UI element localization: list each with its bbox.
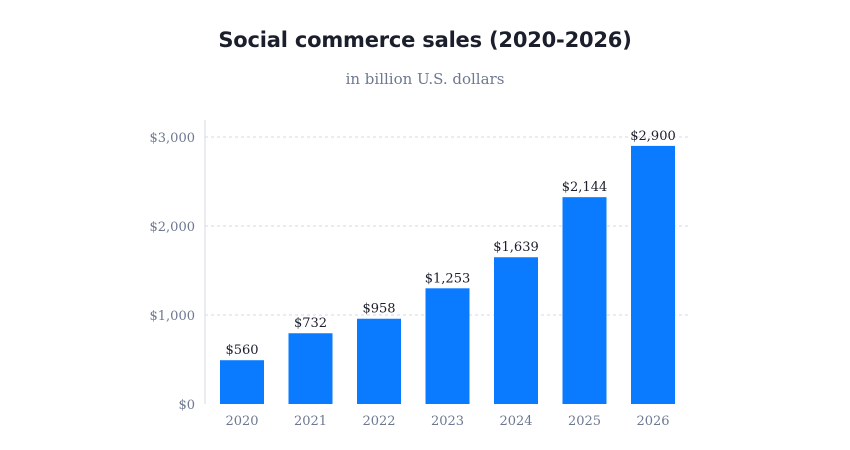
bar-2020 xyxy=(220,360,264,404)
data-label: $2,900 xyxy=(630,129,676,144)
y-tick-label: $3,000 xyxy=(150,131,196,146)
bar-2025 xyxy=(562,197,607,404)
bar-2023 xyxy=(425,288,470,404)
x-tick-label: 2025 xyxy=(568,414,601,429)
bar-2022 xyxy=(357,318,401,404)
bar-2021 xyxy=(288,333,333,404)
x-tick-label: 2022 xyxy=(362,414,395,429)
x-tick-label: 2020 xyxy=(225,414,258,429)
data-label: $958 xyxy=(362,302,395,317)
data-label: $1,639 xyxy=(493,240,539,255)
data-labels: $560 $732 $958 $1,253 $1,639 $2,144 $2,900 xyxy=(225,129,675,358)
chart-title: Social commerce sales (2020-2026) xyxy=(218,28,632,52)
bar-2026 xyxy=(631,145,675,404)
y-tick-label: $0 xyxy=(178,398,195,413)
bar-2024 xyxy=(494,257,538,404)
x-tick-label: 2023 xyxy=(431,414,464,429)
chart-subtitle: in billion U.S. dollars xyxy=(345,70,505,88)
data-label: $560 xyxy=(225,343,258,358)
x-tick-label: 2026 xyxy=(636,414,669,429)
x-tick-label: 2021 xyxy=(294,414,327,429)
x-tick-label: 2024 xyxy=(499,414,532,429)
y-tick-label: $2,000 xyxy=(150,220,196,235)
bars xyxy=(220,145,675,404)
data-label: $2,144 xyxy=(562,180,608,195)
y-tick-label: $1,000 xyxy=(150,309,196,324)
tick-labels: $0 $1,000 $2,000 $3,000 2020 2021 2022 2023 2024… xyxy=(150,131,670,429)
data-label: $732 xyxy=(294,316,327,331)
data-label: $1,253 xyxy=(425,271,471,286)
